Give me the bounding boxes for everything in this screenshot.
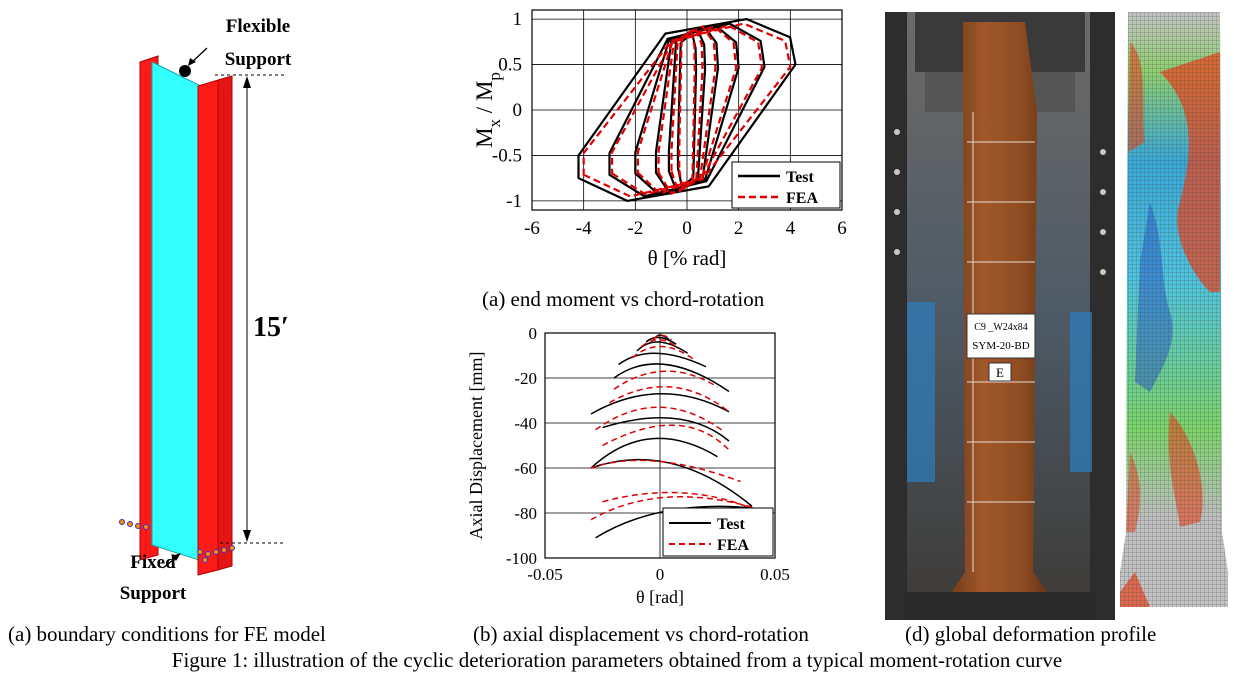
displacement-arc bbox=[595, 406, 725, 433]
y-tick-label: -1 bbox=[506, 191, 522, 212]
x-tick-label: -6 bbox=[524, 218, 540, 239]
legend-label: FEA bbox=[717, 537, 749, 554]
moment-rotation-chart: -6 -4 -2 0 2 4 6 -1 -0.5 0 0.5 1 Test FEA θ [% rad] Mx … bbox=[472, 9, 847, 270]
test-photo: C9 _W24x84 SYM-20-BD E bbox=[885, 12, 1115, 620]
flexible-label-line1: Flexible bbox=[226, 16, 290, 37]
axial-displacement-chart: -100 -80 -60 -40 -20 0 -0.05 0 0.05 Test FEA θ [rad… bbox=[466, 324, 790, 607]
legend-label: FEA bbox=[786, 190, 818, 207]
series-fea bbox=[590, 334, 757, 521]
x-tick-label: 2 bbox=[734, 218, 744, 239]
x-tick-label: 0 bbox=[656, 565, 665, 584]
displacement-arc bbox=[602, 491, 753, 510]
fixed-label-line1: Fixed bbox=[130, 552, 176, 573]
displacement-arc bbox=[636, 341, 689, 354]
x-axis-label: θ [% rad] bbox=[648, 246, 727, 270]
x-tick-label: 6 bbox=[837, 218, 847, 239]
hysteresis-loop bbox=[582, 22, 792, 198]
specimen-label-line2: SYM-20-BD bbox=[972, 340, 1030, 352]
displacement-arc bbox=[652, 334, 672, 341]
fixed-label-line2: Support bbox=[120, 583, 187, 604]
x-axis-label: θ [rad] bbox=[636, 587, 684, 607]
moment-caption: (a) end moment vs chord-rotation bbox=[482, 287, 765, 311]
displacement-arc bbox=[613, 370, 718, 390]
y-tick-label: 1 bbox=[513, 9, 523, 30]
displacement-arc bbox=[618, 352, 707, 368]
displacement-arc bbox=[645, 336, 677, 345]
series-fea bbox=[582, 22, 792, 198]
figure-caption: Figure 1: illustration of the cyclic det… bbox=[171, 648, 1063, 672]
y-tick-label: 0.5 bbox=[498, 55, 522, 76]
y-tick-label: -100 bbox=[506, 549, 537, 568]
legend-label: Test bbox=[786, 169, 815, 186]
legend-box bbox=[731, 161, 841, 209]
y-tick-label: -40 bbox=[514, 414, 537, 433]
specimen-label-line1: C9 _W24x84 bbox=[974, 322, 1028, 333]
flexible-support-dot bbox=[179, 65, 191, 77]
displacement-arc bbox=[602, 424, 730, 451]
x-tick-label: 4 bbox=[786, 218, 796, 239]
displacement-arc bbox=[631, 345, 695, 361]
caption-panel-b: (b) axial displacement vs chord-rotation bbox=[473, 622, 809, 646]
caption-panel-a: (a) boundary conditions for FE model bbox=[8, 622, 326, 646]
hysteresis-loop bbox=[634, 24, 740, 196]
legend-box bbox=[662, 507, 774, 557]
displacement-arc bbox=[590, 437, 718, 469]
front-flange-side bbox=[217, 75, 233, 571]
plot-frame bbox=[544, 332, 776, 559]
hysteresis-loop bbox=[636, 25, 738, 195]
x-tick-label: -0.05 bbox=[527, 565, 562, 584]
x-tick-label: -2 bbox=[627, 218, 643, 239]
fixed-support-markers bbox=[119, 519, 235, 563]
y-tick-label: 0 bbox=[513, 100, 523, 121]
x-tick-label: 0.05 bbox=[760, 565, 790, 584]
displacement-arc bbox=[590, 393, 730, 415]
y-tick-label: 0 bbox=[529, 324, 538, 343]
hysteresis-loop bbox=[678, 28, 696, 192]
y-tick-label: -60 bbox=[514, 459, 537, 478]
hysteresis-loop bbox=[610, 24, 764, 196]
specimen-label-box bbox=[966, 313, 1036, 359]
flexible-label-line2: Support bbox=[225, 49, 292, 70]
legend-label: Test bbox=[717, 516, 746, 533]
displacement-arc bbox=[590, 459, 741, 483]
specimen-label-e: E bbox=[996, 365, 1004, 380]
length-label: 15′ bbox=[253, 312, 289, 343]
y-tick-label: -20 bbox=[514, 369, 537, 388]
fe-model-diagram: Flexible Support 15′ Fixed Support bbox=[119, 16, 292, 604]
y-axis-label: Axial Displacement [mm] bbox=[466, 352, 486, 540]
displacement-arc bbox=[602, 417, 730, 442]
caption-panel-d: (d) global deformation profile bbox=[905, 622, 1157, 646]
y-tick-label: -0.5 bbox=[492, 145, 522, 166]
displacement-arc bbox=[613, 363, 730, 393]
y-axis-label: Mx / Mp bbox=[472, 72, 504, 148]
plot-frame bbox=[531, 9, 843, 211]
displacement-arc bbox=[641, 339, 679, 350]
x-tick-label: 0 bbox=[682, 218, 692, 239]
front-flange bbox=[197, 79, 219, 576]
displacement-arc bbox=[609, 386, 730, 413]
web-plate bbox=[151, 61, 206, 563]
hysteresis-loop bbox=[577, 17, 797, 203]
series-test bbox=[590, 334, 757, 539]
fe-contour-plot bbox=[1120, 12, 1228, 607]
y-tick-label: -80 bbox=[514, 504, 537, 523]
x-tick-label: -4 bbox=[576, 218, 592, 239]
